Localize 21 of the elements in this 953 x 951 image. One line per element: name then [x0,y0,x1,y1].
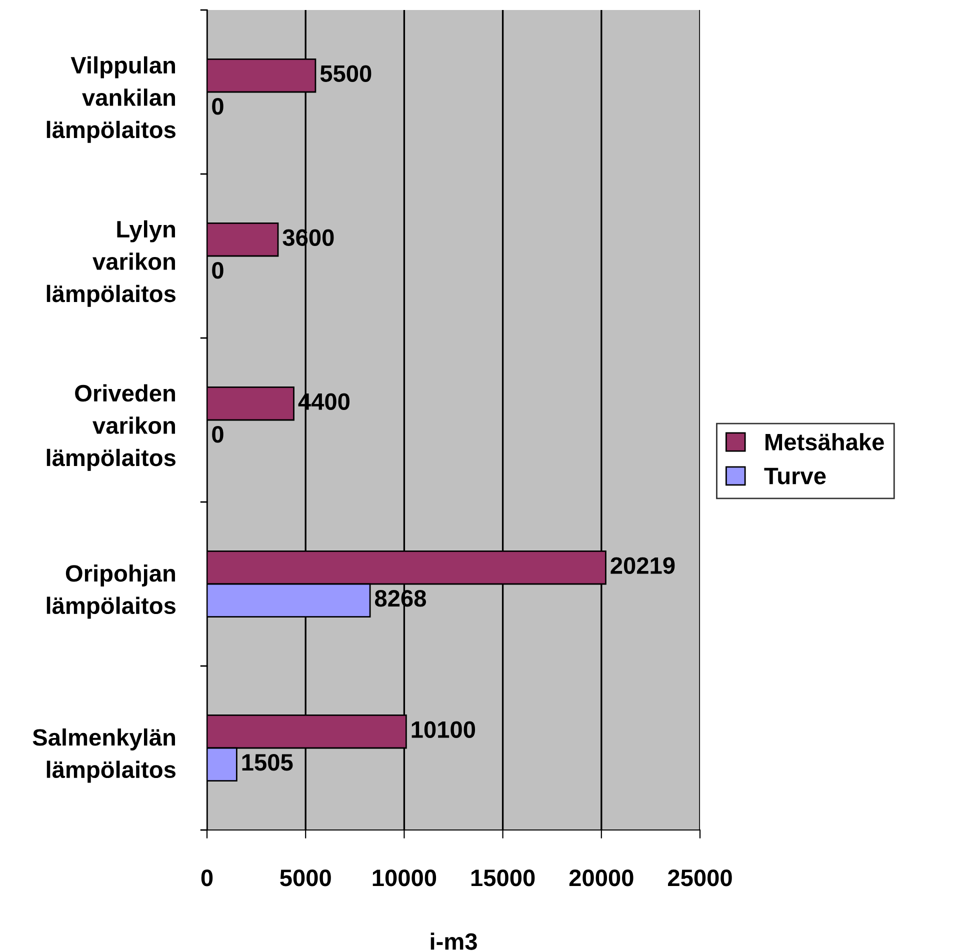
y-tick-label: Lylyn varikon lämpölaitos [46,220,176,307]
data-label: 10100 [412,721,476,738]
y-tick-label: Oriveden varikon lämpölaitos [46,384,176,471]
data-label: 0 [212,426,224,443]
data-label: 20219 [610,557,675,574]
y-tick-label: Oripohjan lämpölaitos [46,564,176,619]
legend-label: Metsähake [766,433,884,450]
data-label: 0 [212,262,224,279]
data-label: 1505 [242,754,293,771]
x-tick-label: 15000 [471,870,535,886]
y-tick-label: Salmenkylän lämpölaitos [32,728,176,783]
data-label: 0 [212,98,224,115]
x-tick-label: 0 [201,870,213,886]
data-label: 5500 [320,65,372,82]
y-tick-label: Vilppulan vankilan lämpölaitos [46,56,176,143]
x-tick-label: 25000 [668,870,732,886]
x-axis-title: i-m3 [430,932,477,950]
legend-label: Turve [764,468,826,484]
x-tick-label: 20000 [569,870,634,886]
x-tick-label: 10000 [372,870,436,886]
x-tick-label: 5000 [280,870,331,886]
